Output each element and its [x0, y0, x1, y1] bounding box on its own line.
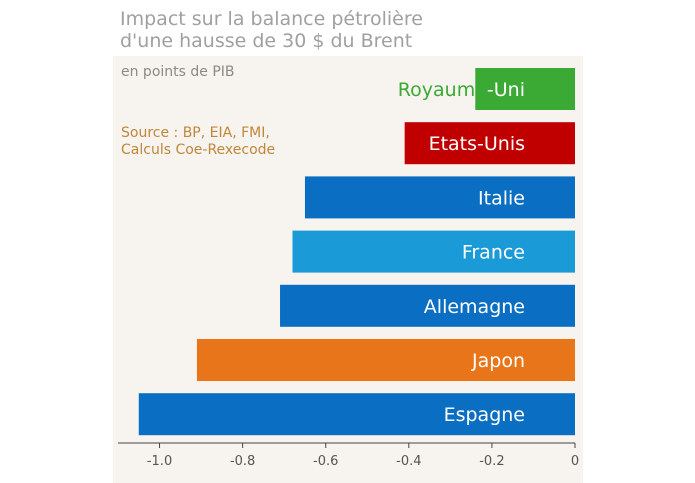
chart-title-line-2: d'une hausse de 30 $ du Brent	[120, 30, 413, 52]
bar-label-2: Italie	[478, 187, 525, 209]
bar-2	[304, 176, 575, 219]
bar-label-3: France	[462, 242, 525, 264]
bar-label-0-part-1: -Uni	[487, 79, 525, 101]
bar-5	[196, 339, 575, 381]
bar-label-4-part-0: Allemagne	[424, 296, 525, 318]
bar-4	[280, 284, 575, 327]
chart-title: Impact sur la balance pétrolière d'une h…	[120, 8, 423, 52]
bar-label-1: Etats-Unis	[429, 133, 525, 155]
bar-3	[292, 230, 575, 273]
source-note: Source : BP, EIA, FMI, Calculs Coe-Rexec…	[121, 125, 275, 159]
bar-label-0-part-0: Royaume	[398, 79, 487, 101]
bar-label-4: Allemagne	[424, 296, 525, 318]
bar-label-6-part-0: Espagne	[444, 404, 525, 426]
bar-label-1-part-0: Etats-Unis	[429, 133, 525, 155]
x-tick-label-3: -0.4	[396, 454, 421, 469]
chart-title-line-1: Impact sur la balance pétrolière	[120, 8, 423, 30]
bar-label-5-part-0: Japon	[471, 350, 525, 372]
bar-label-5: Japon	[471, 350, 525, 372]
bar-6	[138, 393, 576, 436]
bar-label-2-part-0: Italie	[478, 187, 525, 209]
bar-1	[404, 122, 575, 165]
bar-label-3-part-0: France	[462, 242, 525, 264]
x-tick-label-2: -0.6	[313, 454, 338, 469]
bar-label-6: Espagne	[444, 404, 525, 426]
bar-0	[475, 68, 575, 110]
bar-label-0: Royaume-Uni	[398, 79, 525, 101]
source-line-1: Source : BP, EIA, FMI,	[121, 125, 270, 141]
source-line-2: Calculs Coe-Rexecode	[121, 142, 276, 158]
x-tick-label-5: 0	[571, 454, 579, 469]
x-tick-label-4: -0.2	[479, 454, 504, 469]
unit-note: en points de PIB	[121, 64, 235, 80]
x-tick-label-1: -0.8	[230, 454, 255, 469]
x-tick-label-0: -1.0	[147, 454, 172, 469]
